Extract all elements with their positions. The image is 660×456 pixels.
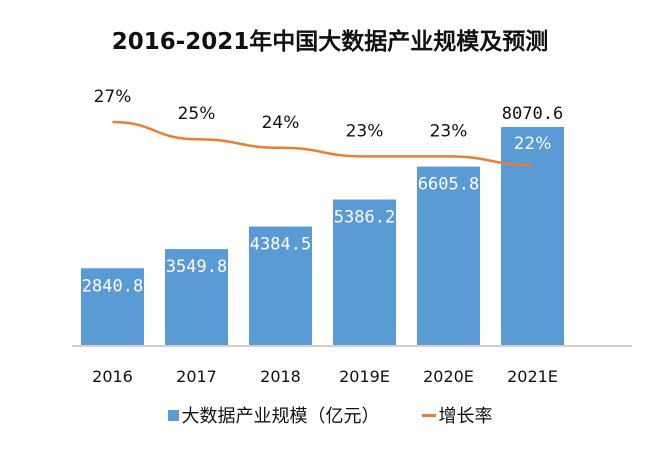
growth-line	[112, 120, 533, 167]
bar	[333, 199, 396, 345]
bar	[165, 249, 228, 345]
bar-label: 3549.8	[166, 257, 227, 277]
bar-label: 2840.8	[82, 276, 143, 296]
legend-item-bar: 大数据产业规模（亿元）	[167, 402, 380, 428]
legend-item-line: 增长率	[421, 402, 493, 428]
bar-label: 8070.6	[502, 104, 563, 124]
bar-label: 5386.2	[334, 208, 395, 228]
legend: 大数据产业规模（亿元） 增长率	[0, 402, 660, 428]
x-tick-label: 2019E	[339, 367, 390, 386]
legend-swatch-line	[421, 413, 436, 417]
x-tick-label: 2017	[176, 367, 217, 386]
line-label: 25%	[178, 104, 216, 124]
bar	[249, 226, 312, 345]
line-label: 24%	[262, 113, 300, 133]
chart-title: 2016-2021年中国大数据产业规模及预测	[111, 29, 549, 55]
line-label: 27%	[94, 87, 132, 107]
x-tick-label: 2020E	[423, 367, 474, 386]
legend-label: 增长率	[438, 406, 493, 427]
line-label: 23%	[346, 121, 384, 141]
x-tick-label: 2016	[92, 367, 133, 386]
legend-label: 大数据产业规模（亿元）	[181, 406, 380, 427]
line-label: 22%	[514, 134, 552, 154]
legend-swatch-bar	[167, 409, 179, 421]
bar-label: 6605.8	[418, 175, 479, 195]
bar	[417, 166, 480, 345]
bar	[81, 268, 144, 345]
x-tick-label: 2018	[260, 367, 301, 386]
x-tick-label: 2021E	[507, 367, 558, 386]
line-label: 23%	[430, 121, 468, 141]
bar-label: 4384.5	[250, 235, 311, 255]
bar	[501, 127, 564, 345]
